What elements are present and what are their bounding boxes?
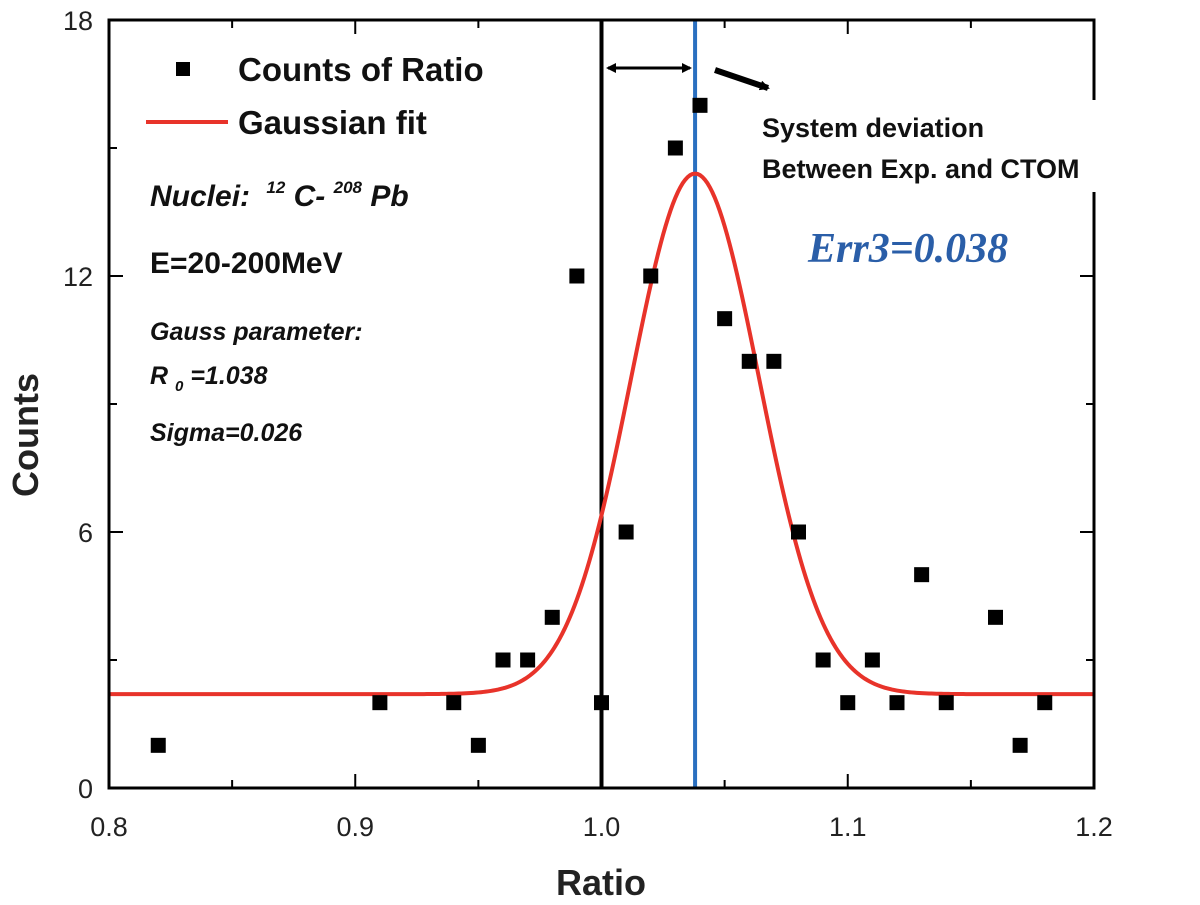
data-point: [495, 652, 511, 668]
data-point: [938, 695, 954, 711]
data-points: [150, 97, 1053, 753]
data-point: [988, 609, 1003, 625]
data-point: [864, 652, 880, 668]
sigma-annotation: Sigma=0.026: [150, 419, 303, 447]
data-point: [594, 695, 609, 711]
data-point: [643, 268, 659, 284]
y-axis-label: Counts: [5, 373, 46, 497]
data-point: [1037, 695, 1053, 711]
deviation-label-line2: Between Exp. and CTOM: [762, 154, 1080, 184]
gaussian-fit-layer: [109, 171, 1094, 697]
deviation-annotation: System deviation Between Exp. and CTOM: [606, 63, 1192, 192]
x-tick-label: 0.8: [90, 812, 128, 842]
data-point: [741, 353, 757, 369]
nuclei-element-2: Pb: [370, 180, 408, 213]
r0-symbol: R: [150, 362, 168, 390]
data-point: [914, 567, 930, 583]
data-point: [520, 652, 536, 668]
x-tick-label: 1.0: [583, 812, 621, 842]
y-tick-label: 12: [63, 262, 93, 292]
x-tick-label: 1.1: [829, 812, 867, 842]
data-point: [150, 737, 166, 753]
y-tick-label: 18: [63, 6, 93, 36]
gauss-parameter-title: Gauss parameter:: [150, 318, 363, 346]
data-point: [889, 695, 905, 711]
data-point: [470, 737, 486, 753]
data-point: [544, 609, 560, 625]
r0-annotation: R 0 =1.038: [150, 362, 268, 397]
reference-lines: [599, 20, 698, 788]
deviation-pointer-arrow: [714, 67, 770, 91]
data-point: [1012, 737, 1028, 753]
deviation-label-box: [752, 100, 1192, 192]
tick-labels: 0.8 0.9 1.0 1.1 1.2 0 6 12 18: [63, 6, 1113, 842]
error-annotation: Err3=0.038: [807, 226, 1008, 272]
data-point: [717, 311, 733, 327]
data-point: [372, 695, 388, 711]
data-point: [791, 524, 806, 540]
plot-frame: [107, 18, 1096, 790]
x-tick-label: 1.2: [1075, 812, 1113, 842]
y-tick-label: 6: [78, 518, 93, 548]
parameter-annotations: Nuclei: 12 C- 208 Pb E=20-200MeV Gauss p…: [150, 167, 409, 447]
legend-marker-counts: [176, 62, 190, 76]
nuclei-annotation: Nuclei: 12 C- 208 Pb: [150, 167, 409, 213]
energy-annotation: E=20-200MeV: [150, 247, 343, 280]
nuclei-element-1: C-: [294, 180, 326, 213]
legend: Counts of Ratio Gaussian fit: [146, 51, 484, 141]
deviation-label-line1: System deviation: [762, 113, 984, 143]
gaussian-fit-curve: [109, 171, 1094, 697]
nuclei-mass-1: 12: [266, 178, 285, 197]
legend-label-fit: Gaussian fit: [238, 104, 427, 141]
y-tick-label: 0: [78, 774, 93, 804]
data-point: [766, 353, 782, 369]
r0-value: =1.038: [190, 362, 267, 390]
data-point: [667, 140, 683, 156]
data-point: [618, 524, 634, 540]
data-point: [815, 652, 831, 668]
nuclei-label: Nuclei:: [150, 180, 250, 213]
r0-subscript: 0: [175, 378, 184, 395]
nuclei-mass-2: 208: [333, 178, 363, 197]
x-tick-label: 0.9: [336, 812, 374, 842]
data-point: [692, 97, 708, 113]
data-point: [569, 268, 585, 284]
legend-label-counts: Counts of Ratio: [238, 51, 484, 88]
x-axis-label: Ratio: [556, 862, 646, 903]
data-point: [840, 695, 856, 711]
data-point: [446, 695, 462, 711]
